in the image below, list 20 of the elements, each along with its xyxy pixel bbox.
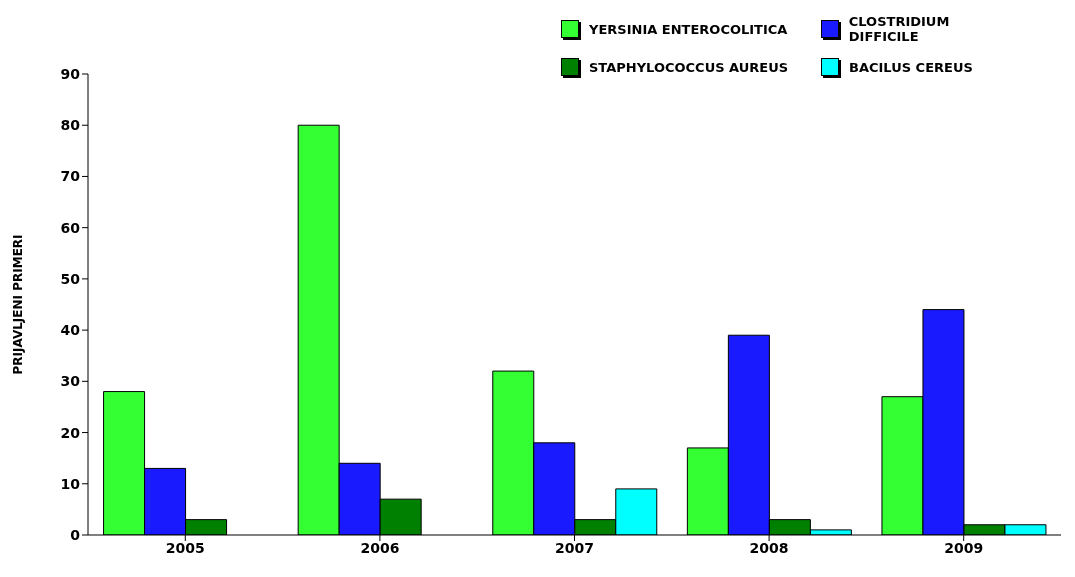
y-tick-label: 90 bbox=[60, 65, 81, 82]
legend-label: BACILUS CEREUS bbox=[849, 59, 973, 75]
y-tick-label: 60 bbox=[60, 219, 81, 236]
y-tick-label: 40 bbox=[60, 322, 81, 339]
y-tick-label: 70 bbox=[60, 168, 81, 185]
legend-label: STAPHYLOCOCCUS AUREUS bbox=[589, 59, 789, 75]
y-tick-label: 80 bbox=[60, 117, 81, 134]
x-tick-label: 2007 bbox=[555, 539, 594, 556]
y-tick-label: 20 bbox=[60, 424, 81, 441]
x-tick-label: 2005 bbox=[165, 539, 205, 556]
y-tick-label: 30 bbox=[60, 373, 81, 390]
x-tick-label: 2009 bbox=[944, 539, 984, 556]
x-tick-label: 2008 bbox=[749, 539, 789, 556]
y-tick-label: 0 bbox=[70, 526, 81, 543]
y-tick-label: 50 bbox=[60, 270, 81, 287]
legend-label: CLOSTRIDIUM DIFFICILE bbox=[848, 14, 951, 44]
y-axis-title: PRIJAVLJENI PRIMERI bbox=[11, 234, 26, 375]
y-tick-label: 10 bbox=[60, 475, 81, 492]
x-tick-label: 2006 bbox=[360, 539, 400, 556]
legend-label: YERSINIA ENTEROCOLITICA bbox=[589, 21, 788, 37]
